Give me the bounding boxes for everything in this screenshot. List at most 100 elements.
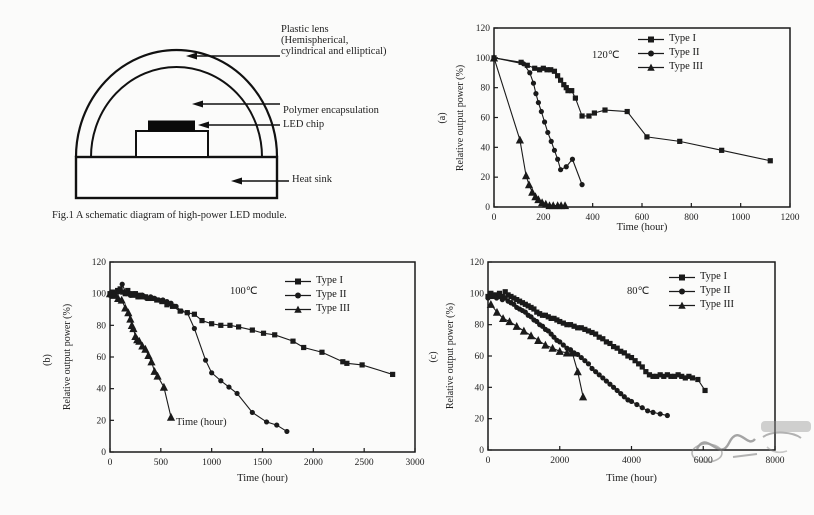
svg-text:600: 600 [635,213,650,223]
svg-text:120: 120 [92,258,107,268]
temperature-annotation-c: 80℃ [627,286,650,297]
svg-text:40: 40 [97,385,107,395]
led-module-diagram: Plastic lens (Hemispherical, cylindrical… [0,0,432,252]
legend-a: Type I Type II Type III [637,33,703,73]
legend-label: Type II [700,285,731,296]
plot-area-b: 0 500 1000 1500 2000 2500 3000 0 20 40 60 80 100 120 [92,258,425,468]
x-axis-title-c: Time (hour) [606,473,657,484]
chart-panel-a: 0 200 400 600 800 1000 1200 0 20 40 60 80 100 120 (a)… [432,6,810,252]
polymer-encapsulation-outline [90,66,263,158]
svg-text:1500: 1500 [253,458,272,468]
legend-label: Type II [669,47,700,58]
legend-label: Type I [316,275,343,286]
plot-area-a: 0 200 400 600 800 1000 1200 0 20 40 60 80 100 120 [476,24,800,223]
legend-item-type-i: Type I [637,33,703,45]
svg-text:120: 120 [476,24,491,34]
svg-text:1000: 1000 [731,213,750,223]
legend-item-type-iii: Type III [284,303,350,315]
plastic-lens-label-line1: Plastic lens [281,24,329,35]
svg-text:2500: 2500 [355,458,374,468]
legend-marker-triangle-icon [285,305,311,313]
legend-label: Type III [669,61,703,72]
temperature-annotation-a: 120℃ [592,50,620,61]
svg-text:60: 60 [481,114,491,124]
svg-text:0: 0 [485,203,490,213]
svg-text:0: 0 [486,456,491,466]
legend-item-type-ii: Type II [284,289,350,301]
chart-panel-c: 0 2000 4000 6000 8000 0 20 40 60 80 100 120 (c) Rel… [425,255,814,513]
svg-text:3000: 3000 [406,458,425,468]
legend-marker-triangle-icon [669,301,695,309]
svg-text:20: 20 [475,415,485,425]
plastic-lens-label-line2: (Hemispherical, [281,35,349,46]
submount-shape [135,130,209,158]
legend-marker-triangle-icon [638,63,664,71]
legend-marker-square-icon [285,278,311,284]
legend-label: Type I [669,33,696,44]
svg-text:20: 20 [481,173,491,183]
led-chip-label: LED chip [283,119,325,130]
polymer-encapsulation-arrow [192,100,280,108]
legend-item-type-iii: Type III [668,299,734,311]
svg-text:80: 80 [481,84,491,94]
led-module-schematic [74,48,289,200]
legend-item-type-ii: Type II [637,47,703,59]
svg-text:0: 0 [492,213,497,223]
legend-marker-circle-icon [669,288,695,294]
svg-text:400: 400 [586,213,601,223]
svg-text:2000: 2000 [550,456,569,466]
svg-text:60: 60 [97,353,107,363]
legend-item-type-i: Type I [668,271,734,283]
svg-text:100: 100 [92,290,107,300]
legend-marker-square-icon [638,36,664,42]
legend-item-type-ii: Type II [668,285,734,297]
svg-text:60: 60 [475,352,485,362]
legend-b: Type I Type II Type III [284,275,350,315]
chart-panel-b: 0 500 1000 1500 2000 2500 3000 0 20 40 60 80 100 120 … [26,255,428,513]
plastic-lens-label-line3: cylindrical and elliptical) [281,46,387,57]
legend-marker-circle-icon [285,292,311,298]
heat-sink-shape [74,155,279,200]
svg-text:8000: 8000 [766,456,785,466]
svg-text:500: 500 [154,458,169,468]
polymer-encapsulation-label: Polymer encapsulation [283,105,379,116]
svg-text:20: 20 [97,416,107,426]
panel-label-a: (a) [437,112,448,124]
x-axis-title-a: Time (hour) [616,222,668,233]
figure-caption: Fig.1 A schematic diagram of high-power … [52,210,287,221]
panel-label-b: (b) [42,354,53,366]
svg-text:800: 800 [684,213,699,223]
legend-item-type-iii: Type III [637,61,703,73]
legend-c: Type I Type II Type III [668,271,734,311]
watermark-artifact [691,421,811,463]
svg-text:100: 100 [476,54,491,64]
svg-text:80: 80 [475,321,485,331]
legend-label: Type III [316,303,350,314]
legend-label: Type II [316,289,347,300]
x-axis-title-b: Time (hour) [237,473,288,484]
led-chip-arrow [198,121,280,129]
svg-text:80: 80 [97,321,107,331]
svg-text:1000: 1000 [202,458,221,468]
legend-marker-square-icon [669,274,695,280]
svg-text:200: 200 [536,213,551,223]
svg-text:1200: 1200 [781,213,800,223]
svg-text:0: 0 [479,446,484,456]
svg-text:2000: 2000 [304,458,323,468]
led-chip-shape [148,120,195,132]
y-axis-title-a: Relative output power (%) [455,64,466,172]
inner-time-annotation-b: Time (hour) [176,417,227,428]
plastic-lens-arrow [186,52,280,60]
svg-text:120: 120 [470,258,485,268]
legend-item-type-i: Type I [284,275,350,287]
temperature-annotation-b: 100℃ [230,286,258,297]
svg-text:40: 40 [475,383,485,393]
svg-text:4000: 4000 [622,456,641,466]
svg-text:0: 0 [108,458,113,468]
svg-text:0: 0 [101,448,106,458]
y-axis-title-b: Relative output power (%) [62,303,73,411]
heat-sink-arrow [231,177,289,185]
plastic-lens-outline [74,48,279,158]
